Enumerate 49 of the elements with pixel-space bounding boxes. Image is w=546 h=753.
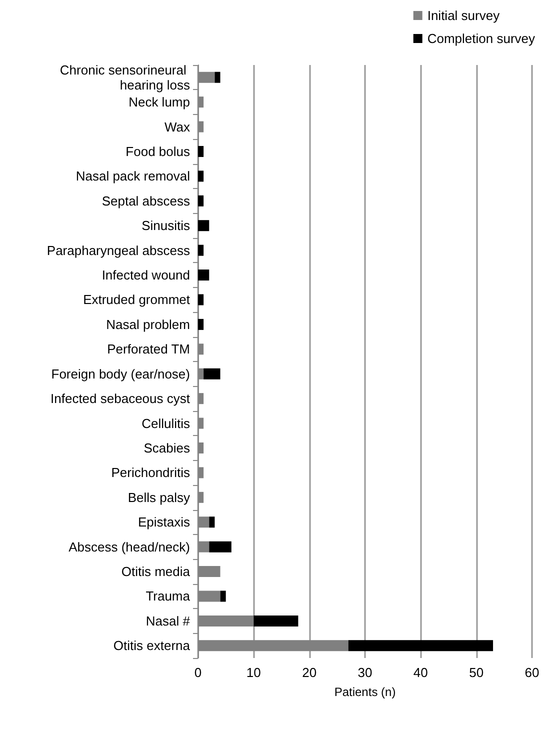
bar	[220, 590, 226, 602]
bar	[198, 195, 204, 206]
bar	[198, 318, 204, 330]
y-tick-label: Trauma	[146, 588, 191, 604]
legend-label: Initial survey	[427, 8, 500, 23]
bar	[198, 170, 204, 182]
y-tick-label: Nasal problem	[106, 316, 190, 332]
legend-label: Completion survey	[427, 31, 536, 46]
bar	[198, 220, 210, 232]
y-tick-label: Perforated TM	[107, 342, 190, 357]
y-tick-label: Nasal #	[146, 613, 191, 628]
y-tick-label: Neck lump	[128, 94, 190, 110]
x-tick-label: 40	[413, 665, 428, 680]
bar	[214, 72, 220, 83]
y-tick-label: Wax	[164, 119, 190, 134]
y-tick-label: Bells palsy	[128, 490, 190, 505]
x-tick-label: 30	[358, 665, 372, 680]
bar	[209, 541, 232, 552]
y-tick-label: Parapharyngeal abscess	[46, 242, 190, 258]
x-tick-label: 60	[524, 665, 540, 680]
x-tick-label: 20	[302, 665, 317, 680]
y-tick-label: Extruded grommet	[83, 292, 190, 308]
y-tick-label: Chronic sensorineural hearing loss	[60, 62, 190, 92]
y-tick-label: Epistaxis	[138, 514, 190, 530]
y-tick-label: Nasal pack removal	[76, 168, 190, 184]
y-tick-label: Abscess (head/neck)	[68, 539, 190, 554]
y-tick-label: Perichondritis	[111, 465, 190, 480]
y-tick-label: Cellulitis	[142, 416, 190, 431]
bar	[348, 640, 494, 652]
x-tick-label: 50	[469, 665, 484, 680]
y-tick-label: Scabies	[144, 440, 190, 456]
x-tick-label: 10	[246, 665, 261, 680]
y-tick-label: Food bolus	[126, 144, 190, 159]
bar	[254, 615, 298, 626]
bar	[198, 294, 204, 306]
y-tick-label: Foreign body (ear/nose)	[51, 366, 190, 382]
y-tick-label: Septal abscess	[102, 193, 190, 208]
bar	[198, 244, 204, 256]
y-tick-label: Infected wound	[102, 268, 190, 283]
bar	[198, 270, 210, 281]
bar	[198, 146, 204, 157]
x-tick-label: 0	[194, 665, 202, 680]
y-tick-label: Infected sebaceous cyst	[50, 391, 190, 406]
x-axis-title: Patients (n)	[334, 685, 396, 699]
bar	[204, 368, 220, 380]
bar	[209, 516, 215, 528]
y-tick-label: Otitis media	[121, 564, 191, 580]
y-tick-label: Otitis externa	[113, 638, 191, 654]
y-tick-label: Sinusitis	[142, 218, 190, 234]
